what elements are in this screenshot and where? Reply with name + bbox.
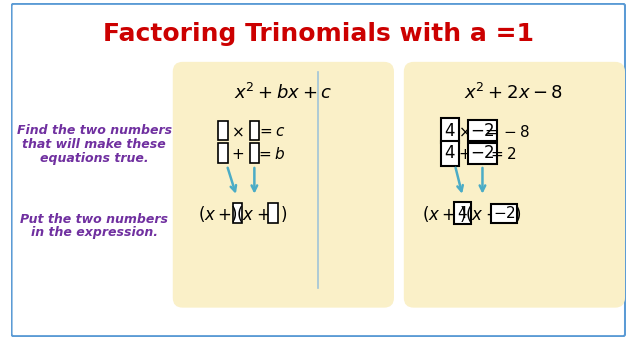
Text: $)$: $)$	[280, 204, 287, 224]
Text: equations true.: equations true.	[40, 152, 148, 165]
FancyBboxPatch shape	[404, 62, 625, 308]
Text: $= b$: $= b$	[256, 146, 286, 162]
Text: $)(x+$: $)(x+$	[230, 204, 270, 224]
Text: $4$: $4$	[444, 122, 456, 140]
Text: Find the two numbers: Find the two numbers	[16, 124, 172, 137]
Text: $-2$: $-2$	[470, 122, 495, 140]
Text: $-2$: $-2$	[470, 144, 495, 162]
Text: $(x+$: $(x+$	[198, 204, 232, 224]
Text: in the expression.: in the expression.	[31, 226, 158, 239]
Text: $-2$: $-2$	[493, 205, 516, 221]
Text: $4$: $4$	[458, 205, 468, 221]
Text: $4$: $4$	[444, 144, 456, 162]
Text: that will make these: that will make these	[23, 138, 166, 151]
Text: $x^2 + bx + c$: $x^2 + bx + c$	[233, 83, 332, 103]
Text: $)(x+$: $)(x+$	[459, 204, 500, 224]
Text: $x^2 + 2x - 8$: $x^2 + 2x - 8$	[464, 83, 563, 103]
FancyBboxPatch shape	[173, 62, 394, 308]
Text: $)$: $)$	[515, 204, 521, 224]
Text: $\times$: $\times$	[232, 124, 244, 139]
Text: $+$: $+$	[231, 147, 244, 162]
Text: $= -8$: $= -8$	[482, 124, 530, 140]
FancyBboxPatch shape	[11, 4, 625, 336]
Text: Put the two numbers: Put the two numbers	[20, 212, 168, 226]
Text: $(x+$: $(x+$	[423, 204, 456, 224]
Text: Factoring Trinomials with a =1: Factoring Trinomials with a =1	[103, 22, 534, 46]
Text: $= c$: $= c$	[257, 124, 285, 139]
Text: $= 2$: $= 2$	[488, 146, 516, 162]
Text: $+$: $+$	[458, 147, 471, 162]
Text: $\times$: $\times$	[458, 124, 471, 139]
